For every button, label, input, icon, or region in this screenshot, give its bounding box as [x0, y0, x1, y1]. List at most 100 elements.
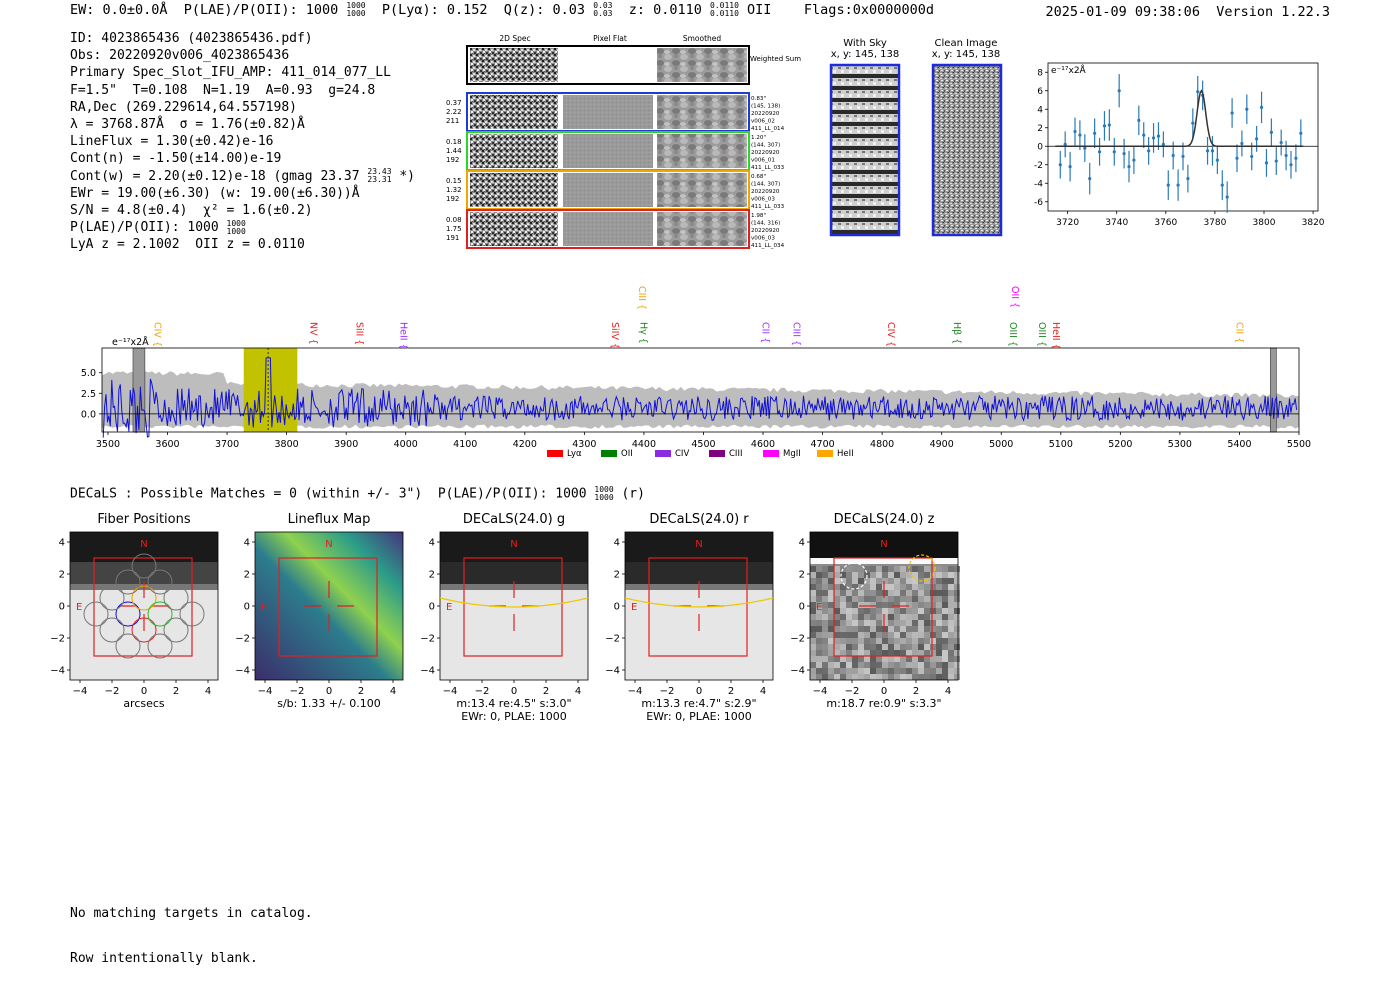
legend-label: CIV	[675, 449, 689, 459]
pixel	[954, 638, 960, 644]
x-tick-label: 3780	[1203, 218, 1226, 228]
y-tick-label: −2	[605, 634, 620, 645]
x-tick-label: −4	[73, 686, 88, 697]
pixel	[828, 614, 834, 620]
x-tick-label: 3700	[215, 439, 239, 450]
pixel	[858, 656, 864, 662]
cutout-right-label: (144, 307)	[751, 182, 780, 188]
pixel	[912, 650, 918, 656]
pixel	[894, 668, 900, 674]
pixel	[810, 596, 816, 602]
line-marker-label: SiII {	[353, 322, 364, 345]
pixel	[846, 626, 852, 632]
pixel	[876, 578, 882, 584]
pixel	[834, 620, 840, 626]
x-tick-label: 3800	[1253, 218, 1276, 228]
pixel	[828, 572, 834, 578]
spectrum-unit-label: e⁻¹⁷x2Å	[112, 336, 149, 348]
cutout-left-label: 0.08	[446, 216, 462, 224]
panel-caption-line-2: EWr: 0, PLAE: 1000	[461, 710, 567, 723]
x-tick-label: 4500	[691, 439, 715, 450]
pixel	[828, 602, 834, 608]
fiber-circle	[131, 617, 157, 643]
cutout-right-label: (144, 316)	[751, 221, 780, 227]
pixel	[948, 644, 954, 650]
cutout-right-label: 411_LL_033	[751, 204, 785, 210]
pixel	[930, 644, 936, 650]
x-tick-label: −4	[443, 686, 458, 697]
pixel	[882, 602, 888, 608]
gmag-fraction: 23.43 23.31	[367, 168, 391, 184]
line-marker-label: CIII {	[790, 322, 801, 346]
pixel	[888, 668, 894, 674]
pixel	[912, 566, 918, 572]
y-tick-label: 0	[429, 602, 435, 613]
pixel	[846, 632, 852, 638]
pixel	[816, 590, 822, 596]
x-tick-label: 3720	[1056, 218, 1079, 228]
pixel	[840, 572, 846, 578]
pixel	[828, 632, 834, 638]
x-tick-label: 5500	[1287, 439, 1311, 450]
imaging-panel: N E 4 2 0 −2 −4 −4 −2 0 2 4	[790, 531, 960, 697]
pixel	[954, 602, 960, 608]
pixel	[954, 596, 960, 602]
pixel	[852, 638, 858, 644]
pixel	[882, 632, 888, 638]
header-summary: EW: 0.0±0.0Å P(LAE)/P(OII): 1000 1000 100…	[70, 2, 934, 19]
pixel	[912, 584, 918, 590]
cutout-left-label: 192	[446, 156, 459, 164]
data-point	[1205, 149, 1210, 153]
candidate-circle	[840, 562, 868, 590]
pixel	[816, 662, 822, 668]
legend-label: CIII	[729, 449, 742, 459]
pixel	[816, 650, 822, 656]
pixel	[912, 674, 918, 680]
pixel	[828, 662, 834, 668]
pixel	[894, 566, 900, 572]
pixel	[912, 590, 918, 596]
spectra-cutouts: 2D Spec Pixel Flat Smoothed Weighted Sum…	[446, 34, 801, 249]
pixel	[906, 626, 912, 632]
pixel	[852, 656, 858, 662]
legend-swatch	[655, 450, 671, 457]
pixel	[912, 662, 918, 668]
data-point	[1274, 159, 1278, 163]
data-point	[1093, 131, 1097, 135]
data-point	[1112, 150, 1116, 154]
cutout-right-label: (144, 307)	[751, 143, 780, 149]
east-label: E	[631, 602, 637, 613]
pixel	[894, 638, 900, 644]
spectrum-line	[102, 357, 1298, 438]
pixel	[876, 608, 882, 614]
catalog-footer: No matching targets in catalog. Row inte…	[70, 876, 313, 981]
x-tick-label: 5300	[1168, 439, 1192, 450]
pixel	[888, 584, 894, 590]
data-point	[1294, 156, 1298, 160]
aperture-box	[278, 557, 378, 657]
pixel	[918, 584, 924, 590]
pixel	[864, 590, 870, 596]
pixel	[924, 644, 930, 650]
cutout-right-label: v006_03	[751, 236, 775, 242]
data-point	[1220, 183, 1224, 187]
pixel	[852, 602, 858, 608]
pixel	[924, 566, 930, 572]
pixel	[936, 662, 942, 668]
pixel	[900, 614, 906, 620]
cutout-2dspec	[470, 173, 558, 207]
pixel	[936, 650, 942, 656]
masked-region	[625, 532, 773, 562]
pixel	[876, 626, 882, 632]
pixel	[930, 626, 936, 632]
pixel	[858, 638, 864, 644]
cutout-pixelflat	[563, 95, 653, 129]
pixel	[906, 590, 912, 596]
y-tick-label: 4	[799, 538, 805, 549]
y-tick-label: −4	[605, 666, 620, 677]
pixel	[852, 590, 858, 596]
with-sky-header: With Sky x, y: 145, 138	[820, 38, 910, 60]
pixel	[816, 668, 822, 674]
pixel	[834, 584, 840, 590]
pixel	[930, 632, 936, 638]
